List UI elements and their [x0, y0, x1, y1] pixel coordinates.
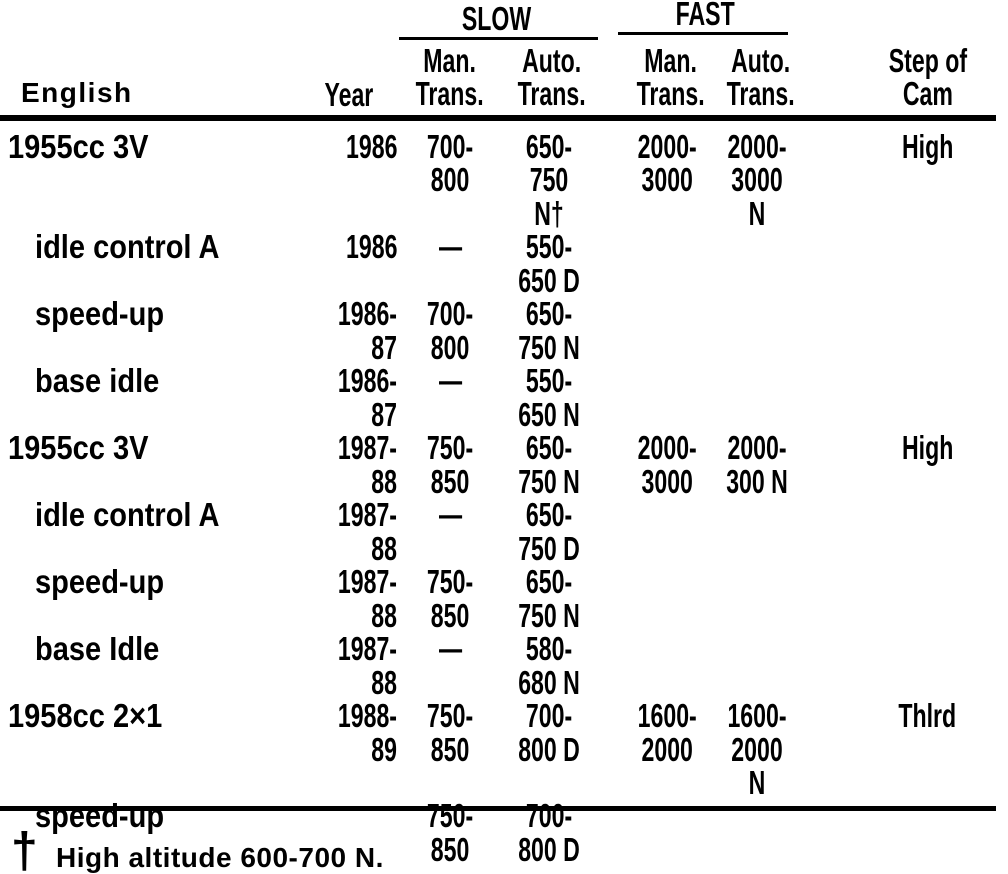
slow-auto-trans-cell: 650- 750 N†: [525, 128, 573, 232]
step-of-cam-cell: [860, 498, 995, 531]
fast-auto-trans-cell: [712, 565, 802, 598]
fast-group-label: FAST: [675, 0, 735, 32]
fast-man-trans-cell: [622, 632, 712, 665]
slow-auto-trans-cell: 550- 650 D: [518, 228, 580, 299]
fast-auto-trans-cell: 1600- 2000 N: [727, 697, 787, 802]
column-header-english: English: [21, 77, 133, 108]
engine-name: 1955cc 3V: [8, 429, 149, 467]
fast-auto-trans-cell: [712, 364, 802, 397]
step-of-cam-cell: [860, 632, 995, 665]
column-header-year: Year: [324, 76, 373, 113]
year-cell: 1987-88: [337, 429, 397, 500]
footnote-text: High altitude 600-700 N.: [56, 842, 384, 873]
slow-man-trans-cell: 750- 850: [426, 797, 474, 868]
year-cell: 1987-88: [337, 496, 397, 567]
step-of-cam-cell: High: [901, 429, 954, 467]
year-cell: 1987-88: [337, 630, 397, 701]
fast-man-trans-cell: 2000- 3000: [637, 128, 697, 199]
table-row: speed-up 1987-88 750- 850 650- 750 N: [0, 565, 1008, 632]
fast-man-trans-cell: 2000- 3000: [637, 429, 697, 500]
slow-man-trans-cell: 750- 850: [426, 697, 474, 768]
engine-name: 1958cc 2×1: [8, 697, 163, 735]
year-cell: [300, 799, 397, 832]
table-row: idle control A 1986 — 550- 650 D: [0, 230, 1008, 297]
fast-auto-trans-cell: [712, 799, 802, 832]
table-row: base idle 1986-87 — 550- 650 N: [0, 364, 1008, 431]
step-of-cam-cell: Thlrd: [898, 697, 957, 735]
fast-auto-trans-cell: [712, 498, 802, 531]
engine-name: base Idle: [35, 630, 160, 668]
slow-auto-trans-cell: 550- 650 N: [518, 362, 580, 433]
fast-auto-trans-cell: 2000- 300 N: [726, 429, 788, 500]
step-of-cam-cell: [860, 799, 995, 832]
table-row: idle control A 1987-88 — 650- 750 D: [0, 498, 1008, 565]
slow-man-trans-cell: 700- 800: [426, 128, 474, 199]
engine-name: speed-up: [35, 563, 165, 601]
fast-auto-trans-cell: [712, 230, 802, 263]
slow-auto-trans-cell: 650- 750 N: [518, 563, 580, 634]
column-header-fast-man-trans: Man. Trans.: [636, 42, 705, 112]
year-cell: 1988-89: [337, 697, 397, 768]
column-header-slow-auto-trans: Auto. Trans.: [517, 42, 586, 112]
engine-name: base idle: [35, 362, 160, 400]
step-of-cam-cell: High: [901, 128, 954, 165]
slow-man-trans-cell: 750- 850: [426, 563, 474, 634]
slow-auto-trans-cell: 580- 680 N: [518, 630, 580, 701]
engine-name: 1955cc 3V: [8, 128, 149, 165]
slow-group-underline: [399, 37, 598, 40]
slow-man-trans-cell: 750- 850: [426, 429, 474, 500]
dagger-icon: †: [11, 823, 38, 874]
fast-auto-trans-cell: 2000- 3000 N: [727, 128, 787, 232]
column-group-fast: FAST: [617, 0, 793, 30]
column-header-step-of-cam: Step of Cam: [888, 42, 967, 112]
step-of-cam-cell: [860, 230, 995, 263]
column-group-slow: SLOW: [397, 2, 595, 35]
table-row: 1955cc 3V 1986 700- 800 650- 750 N† 2000…: [0, 130, 1008, 230]
year-cell: 1986-87: [337, 362, 397, 433]
table-row: speed-up 1986-87 700- 800 650- 750 N: [0, 297, 1008, 364]
fast-man-trans-cell: 1600- 2000: [637, 697, 697, 768]
fast-man-trans-cell: [622, 498, 712, 531]
table-body: 1955cc 3V 1986 700- 800 650- 750 N† 2000…: [0, 130, 1008, 866]
slow-group-label: SLOW: [461, 0, 531, 37]
fast-man-trans-cell: [622, 297, 712, 330]
fast-man-trans-cell: [622, 799, 712, 832]
step-of-cam-cell: [860, 364, 995, 397]
year-cell: 1986: [345, 128, 397, 165]
slow-auto-trans-cell: 650- 750 N: [518, 295, 580, 366]
slow-man-trans-cell: —: [438, 228, 462, 266]
fast-man-trans-cell: [622, 230, 712, 263]
slow-auto-trans-cell: 650- 750 D: [518, 496, 580, 567]
table-row: 1958cc 2×1 1988-89 750- 850 700- 800 D 1…: [0, 699, 1008, 799]
year-cell: 1986-87: [337, 295, 397, 366]
engine-name: idle control A: [35, 496, 220, 534]
slow-auto-trans-cell: 700- 800 D: [518, 697, 580, 768]
step-of-cam-cell: [860, 565, 995, 598]
slow-auto-trans-cell: 700- 800 D: [518, 797, 580, 868]
table-row: base Idle 1987-88 — 580- 680 N: [0, 632, 1008, 699]
year-cell: 1986: [345, 228, 397, 266]
fast-auto-trans-cell: [712, 632, 802, 665]
fast-auto-trans-cell: [712, 297, 802, 330]
column-header-slow-man-trans: Man. Trans.: [415, 42, 485, 112]
engine-name: speed-up: [35, 295, 165, 333]
engine-name: idle control A: [35, 228, 220, 266]
table-row: speed-up 750- 850 700- 800 D: [0, 799, 1008, 866]
header-divider-rule: [0, 115, 996, 121]
engine-name: speed-up: [35, 797, 165, 835]
slow-auto-trans-cell: 650- 750 N: [518, 429, 580, 500]
slow-man-trans-cell: —: [438, 362, 462, 400]
table-bottom-rule: [0, 806, 996, 811]
slow-man-trans-cell: —: [438, 630, 462, 668]
table-row: 1955cc 3V 1987-88 750- 850 650- 750 N 20…: [0, 431, 1008, 498]
fast-man-trans-cell: [622, 565, 712, 598]
step-of-cam-cell: [860, 297, 995, 330]
year-cell: 1987-88: [337, 563, 397, 634]
slow-man-trans-cell: 700- 800: [426, 295, 474, 366]
fast-man-trans-cell: [622, 364, 712, 397]
slow-man-trans-cell: —: [438, 496, 462, 534]
fast-group-underline: [618, 32, 788, 35]
column-header-fast-auto-trans: Auto. Trans.: [726, 42, 795, 112]
